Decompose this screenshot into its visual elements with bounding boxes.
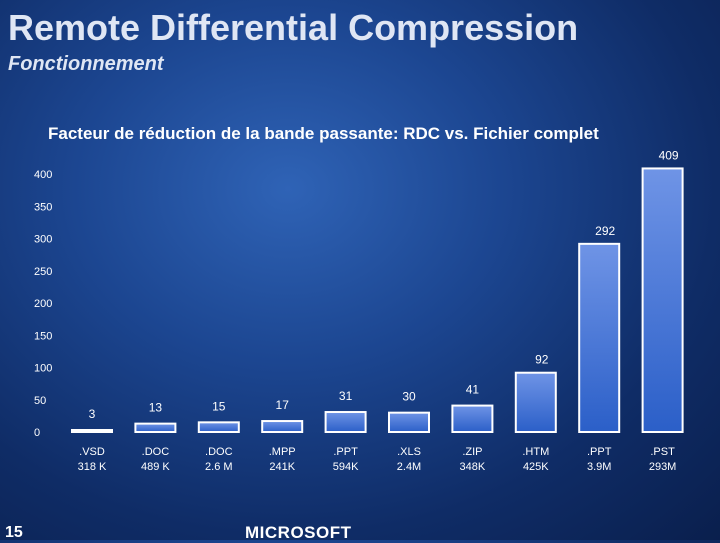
x-tick-label-size: 241K bbox=[269, 461, 295, 473]
x-tick-label-type: .DOC bbox=[205, 446, 233, 458]
y-tick-label: 300 bbox=[34, 234, 52, 246]
bar bbox=[578, 242, 621, 433]
chart-title: Facteur de réduction de la bande passant… bbox=[48, 124, 599, 143]
data-label: 15 bbox=[212, 399, 226, 413]
x-tick-label-type: .XLS bbox=[397, 446, 421, 458]
x-tick-label-type: .VSD bbox=[79, 446, 105, 458]
x-tick-label-size: 594K bbox=[333, 461, 359, 473]
bar bbox=[324, 411, 367, 433]
data-labels: 3 13 15 17 31 30 41 92 292 409 bbox=[89, 150, 679, 421]
data-label: 3 bbox=[89, 407, 96, 421]
data-label: 13 bbox=[149, 401, 163, 415]
bar-series bbox=[71, 167, 684, 434]
x-tick-label-size: 2.4M bbox=[397, 461, 421, 473]
x-tick-label-type: .ZIP bbox=[462, 446, 482, 458]
x-tick-label-type: .PST bbox=[650, 446, 675, 458]
bar bbox=[71, 429, 113, 433]
y-tick-label: 0 bbox=[34, 427, 40, 439]
x-tick-label-size: 318 K bbox=[78, 461, 107, 473]
y-tick-label: 400 bbox=[34, 169, 52, 181]
y-axis: 050100150200250300350400450 bbox=[34, 169, 52, 439]
x-tick-label-type: .HTM bbox=[522, 446, 549, 458]
data-label: 17 bbox=[276, 398, 290, 412]
x-tick-label-size: 293M bbox=[649, 461, 677, 473]
bar bbox=[197, 421, 240, 434]
y-tick-label: 150 bbox=[34, 330, 52, 342]
bar bbox=[514, 371, 557, 433]
y-tick-label: 100 bbox=[34, 363, 52, 375]
slide-title: Remote Differential Compression bbox=[8, 7, 579, 48]
bar bbox=[134, 422, 177, 434]
microsoft-logo: MICROSOFT bbox=[245, 523, 352, 542]
x-axis: .VSD 318 K .DOC 489 K .DOC 2.6 M .MPP 241K .PPT 5… bbox=[78, 446, 677, 473]
bar bbox=[261, 420, 304, 433]
x-tick-label-size: 489 K bbox=[141, 461, 170, 473]
data-label: 292 bbox=[595, 224, 615, 238]
data-label: 409 bbox=[659, 150, 679, 162]
x-tick-label-type: .MPP bbox=[269, 446, 296, 458]
data-label: 30 bbox=[402, 390, 416, 404]
x-tick-label-size: 425K bbox=[523, 461, 549, 473]
x-tick-label-size: 2.6 M bbox=[205, 461, 233, 473]
data-label: 31 bbox=[339, 389, 353, 403]
bar bbox=[641, 167, 684, 433]
page-number: 15 bbox=[5, 524, 23, 541]
data-label: 92 bbox=[535, 353, 549, 367]
x-tick-label-size: 3.9M bbox=[587, 461, 611, 473]
x-tick-label-type: .PPT bbox=[333, 446, 358, 458]
y-tick-label: 200 bbox=[34, 298, 52, 310]
x-tick-label-type: .PPT bbox=[587, 446, 612, 458]
x-tick-label-type: .DOC bbox=[142, 446, 170, 458]
x-tick-label-size: 348K bbox=[460, 461, 486, 473]
slide-subtitle: Fonctionnement bbox=[8, 53, 164, 75]
y-tick-label: 250 bbox=[34, 266, 52, 278]
bar-chart: 050100150200250300350400450 313151731304… bbox=[34, 150, 684, 473]
bar bbox=[451, 404, 494, 434]
y-tick-label: 50 bbox=[34, 395, 46, 407]
y-tick-label: 350 bbox=[34, 201, 52, 213]
bar bbox=[388, 411, 430, 433]
data-label: 41 bbox=[466, 383, 480, 397]
